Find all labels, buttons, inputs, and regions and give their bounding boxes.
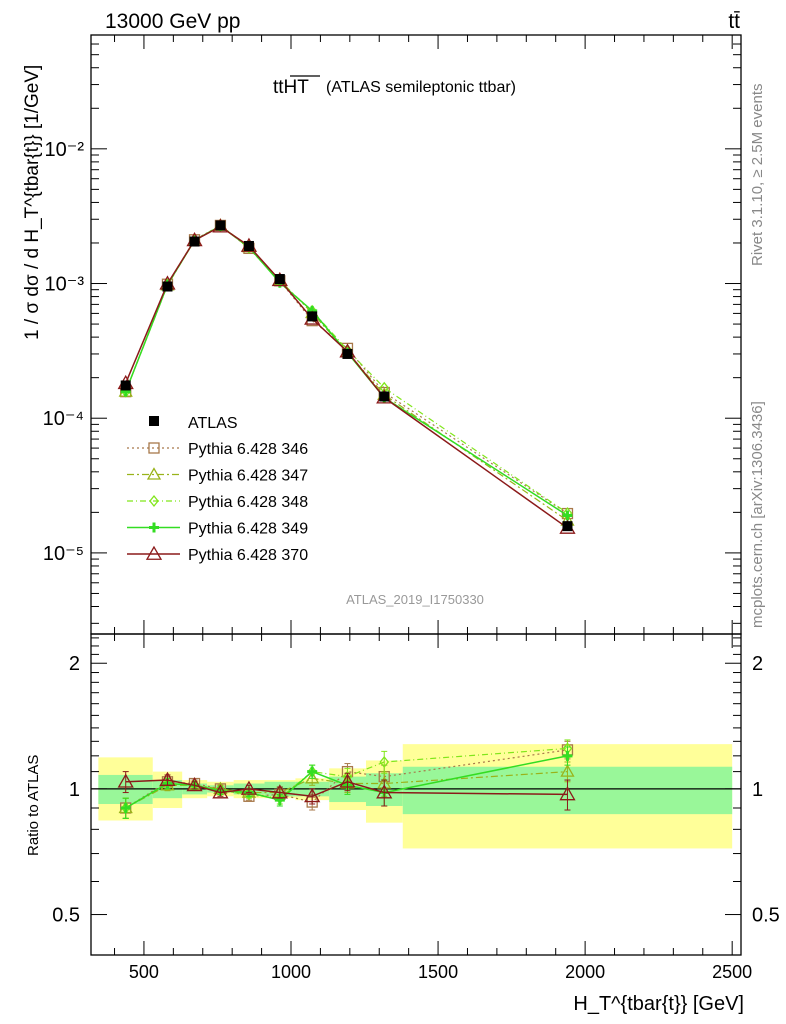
main-data-point (307, 311, 318, 322)
main-series-line (125, 225, 568, 529)
main-data-point (243, 240, 254, 251)
legend-series-marker (149, 494, 159, 508)
ratio-series-point (271, 784, 288, 799)
main-data-point (342, 348, 353, 359)
x-tick-label: 2500 (712, 962, 752, 982)
legend: ATLAS Pythia 6.428 346 Pythia 6.428 347 Pyt… (127, 415, 308, 564)
ratio-series-point (562, 750, 573, 761)
x-tick-label: 1000 (271, 962, 311, 982)
legend-series-label: Pythia 6.428 370 (188, 547, 308, 564)
mcplots-label: mcplots.cern.ch [arXiv:1306.3436] (749, 401, 766, 628)
plot-title-sub: (ATLAS semileptonic ttbar) (326, 79, 516, 96)
ratio-series-point (559, 786, 576, 801)
x-ticks: 500 1000 1500 2000 2500 (114, 35, 752, 982)
ratio-series-line (125, 755, 568, 809)
ratio-series-point (305, 771, 320, 784)
main-data-point (215, 220, 226, 231)
ratio-series-point (339, 773, 356, 788)
ratio-series-line (125, 749, 568, 809)
x-tick-label: 500 (129, 962, 159, 982)
ratio-series-point (240, 780, 258, 795)
main-y-tick-label: 10⁻² (45, 139, 85, 161)
ratio-y-ticks: 0.5 0.5 1 1 2 2 (52, 637, 780, 956)
ratio-series-point (120, 802, 131, 813)
ratio-y-tick-label-right: 1 (752, 779, 763, 801)
main-data-point (189, 236, 200, 247)
legend-series-label: Pythia 6.428 347 (188, 468, 308, 485)
legend-series-marker (149, 522, 159, 533)
rivet-label: Rivet 3.1.10, ≥ 2.5M events (749, 84, 766, 267)
ratio-series-point (117, 773, 134, 788)
ratio-y-tick-label-left: 1 (69, 779, 80, 801)
energy-label: 13000 GeV pp (105, 10, 240, 33)
main-y-ticks: 10⁻⁵ 10⁻⁴ 10⁻³ 10⁻² (43, 34, 741, 624)
legend-series-label: Pythia 6.428 346 (188, 441, 308, 458)
x-axis-label: H_T^{tbar{t}} [GeV] (573, 993, 744, 1015)
ratio-plot-frame (90, 633, 742, 956)
process-label: tt̄ (728, 10, 740, 33)
main-y-tick-label: 10⁻⁵ (43, 543, 84, 565)
ratio-y-tick-label-right: 2 (752, 653, 763, 675)
plot-title-main: ttHT (273, 77, 309, 98)
x-tick-label: 2000 (565, 962, 605, 982)
x-tick-label: 1500 (418, 962, 458, 982)
ratio-series-point (376, 784, 393, 799)
ratio-y-tick-label-left: 0.5 (52, 905, 80, 927)
main-y-tick-label: 10⁻⁴ (43, 408, 84, 430)
main-data-point (162, 281, 173, 292)
legend-series-label: Pythia 6.428 348 (188, 494, 308, 511)
ratio-series-point (212, 784, 229, 799)
legend-series-marker (148, 442, 160, 454)
main-data-point (562, 521, 573, 532)
main-data-point (274, 274, 285, 285)
legend-series-label: Pythia 6.428 349 (188, 521, 308, 538)
ratio-series-point (186, 776, 203, 792)
main-data-point (379, 391, 390, 402)
main-data-point (120, 380, 131, 391)
legend-data-marker (149, 416, 159, 426)
ratio-y-tick-label-right: 0.5 (752, 905, 780, 927)
ratio-series-line (125, 771, 568, 809)
ratio-series-point (304, 787, 321, 803)
ratio-y-tick-label-left: 2 (69, 653, 80, 675)
analysis-id: ATLAS_2019_I1750330 (346, 592, 484, 607)
legend-series-marker (146, 467, 162, 480)
ratio-y-axis-label: Ratio to ATLAS (25, 755, 42, 856)
ratio-series-point (307, 766, 318, 777)
main-plot-frame (90, 34, 742, 635)
main-y-tick-label: 10⁻³ (45, 274, 85, 296)
ratio-series-line (125, 779, 568, 798)
ratio-uncertainty-bands (91, 744, 741, 849)
ratio-series-point (159, 771, 176, 786)
ratio-series-point (560, 764, 575, 777)
main-series-point (562, 510, 573, 521)
main-series-group (117, 218, 576, 534)
ratio-series-point (379, 755, 390, 769)
legend-series-marker (145, 545, 163, 560)
legend-data-label: ATLAS (188, 415, 238, 432)
main-y-axis-label: 1 / σ dσ / d H_T^{tbar{t}} [1/GeV] (22, 65, 43, 340)
ratio-series-group (117, 739, 576, 819)
